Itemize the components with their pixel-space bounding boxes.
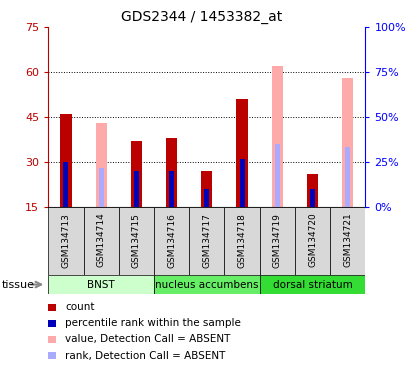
Bar: [154, 207, 189, 275]
Bar: [307, 174, 318, 207]
Text: rank, Detection Call = ABSENT: rank, Detection Call = ABSENT: [65, 351, 226, 361]
Bar: [134, 171, 139, 207]
Bar: [260, 207, 295, 275]
Bar: [84, 207, 119, 275]
Text: GSM134716: GSM134716: [167, 213, 176, 268]
Text: GSM134721: GSM134721: [343, 213, 352, 268]
Text: GSM134713: GSM134713: [61, 213, 71, 268]
Text: BNST: BNST: [87, 280, 115, 290]
Bar: [189, 207, 224, 275]
Bar: [239, 159, 244, 207]
Bar: [310, 189, 315, 207]
Text: value, Detection Call = ABSENT: value, Detection Call = ABSENT: [65, 334, 231, 344]
Bar: [204, 189, 210, 207]
Bar: [224, 207, 260, 275]
Bar: [119, 207, 154, 275]
Bar: [131, 141, 142, 207]
Bar: [201, 171, 213, 207]
Text: GSM134715: GSM134715: [132, 213, 141, 268]
Text: GSM134714: GSM134714: [97, 213, 106, 268]
Text: percentile rank within the sample: percentile rank within the sample: [65, 318, 241, 328]
Bar: [295, 207, 330, 275]
Bar: [99, 168, 104, 207]
Text: GDS2344 / 1453382_at: GDS2344 / 1453382_at: [121, 10, 282, 23]
Bar: [260, 275, 365, 294]
Bar: [169, 171, 174, 207]
Bar: [236, 99, 248, 207]
Bar: [48, 275, 154, 294]
Text: GSM134718: GSM134718: [238, 213, 247, 268]
Text: count: count: [65, 302, 94, 312]
Bar: [154, 275, 260, 294]
Bar: [345, 147, 350, 207]
Bar: [275, 144, 280, 207]
Text: dorsal striatum: dorsal striatum: [273, 280, 352, 290]
Text: GSM134717: GSM134717: [202, 213, 211, 268]
Bar: [330, 207, 365, 275]
Text: nucleus accumbens: nucleus accumbens: [155, 280, 259, 290]
Text: tissue: tissue: [2, 280, 35, 290]
Bar: [60, 114, 71, 207]
Bar: [63, 162, 68, 207]
Text: GSM134719: GSM134719: [273, 213, 282, 268]
Bar: [342, 78, 353, 207]
Bar: [166, 138, 177, 207]
Text: GSM134720: GSM134720: [308, 213, 317, 268]
Bar: [48, 207, 84, 275]
Bar: [95, 123, 107, 207]
Bar: [272, 66, 283, 207]
